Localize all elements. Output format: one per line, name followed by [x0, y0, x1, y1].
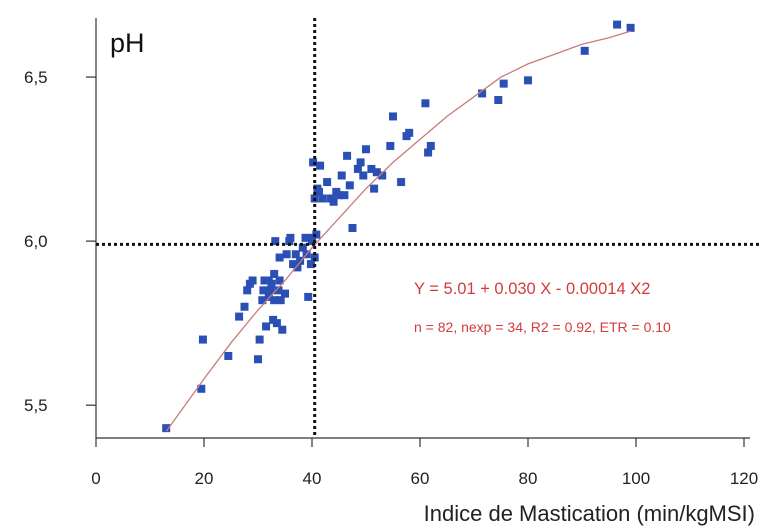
data-point	[318, 194, 327, 203]
data-point	[310, 253, 319, 262]
data-point	[254, 355, 262, 364]
data-point	[260, 276, 269, 285]
x-tick-label: 100	[622, 469, 650, 488]
data-point	[626, 23, 635, 32]
data-point	[197, 384, 206, 393]
x-tick-label: 120	[730, 469, 758, 488]
data-point	[272, 319, 281, 328]
data-point	[499, 79, 508, 88]
data-point	[258, 296, 267, 305]
data-point	[353, 164, 362, 173]
x-tick-marks	[95, 438, 745, 447]
x-tick-labels: 0 20 40 60 80 100 120	[91, 469, 758, 488]
x-tick-label: 80	[519, 469, 538, 488]
data-point	[345, 181, 354, 190]
data-point	[270, 296, 279, 305]
data-point	[348, 224, 357, 232]
data-point	[275, 276, 284, 285]
x-tick-label: 40	[303, 469, 322, 488]
data-point	[340, 191, 349, 200]
data-point	[312, 230, 321, 239]
data-point	[235, 312, 244, 321]
y-tick-label: 6,0	[24, 232, 48, 251]
data-point	[316, 161, 325, 170]
x-axis-title: Indice de Mastication (min/kgMSI)	[424, 501, 755, 526]
data-point	[405, 128, 414, 137]
data-point	[262, 322, 271, 331]
data-point	[298, 243, 307, 252]
data-point	[386, 141, 395, 150]
data-point	[308, 233, 316, 242]
data-point	[359, 171, 368, 180]
data-point	[421, 99, 430, 108]
data-point	[243, 286, 252, 295]
data-point	[335, 191, 343, 200]
data-point	[389, 112, 397, 121]
data-point	[240, 302, 249, 311]
data-point	[309, 158, 318, 167]
data-point	[278, 325, 287, 334]
y-tick-label: 5,5	[24, 396, 48, 415]
data-point	[162, 424, 171, 433]
x-tick-label: 60	[411, 469, 430, 488]
data-point	[323, 178, 332, 187]
x-tick-label: 0	[91, 469, 100, 488]
data-point	[301, 233, 310, 242]
data-point	[274, 286, 283, 295]
data-point	[524, 76, 532, 85]
data-point	[343, 151, 352, 160]
data-point	[426, 141, 435, 150]
data-point	[337, 171, 346, 180]
data-point	[356, 158, 365, 167]
equation-annotation: Y = 5.01 + 0.030 X - 0.00014 X2	[414, 280, 650, 298]
data-point	[289, 260, 298, 269]
data-point	[264, 292, 273, 301]
y-tick-labels: 5,5 6,0 6,5	[24, 68, 48, 415]
data-point	[372, 168, 381, 177]
data-point	[613, 20, 622, 29]
data-point	[378, 171, 387, 180]
data-point	[362, 145, 370, 154]
data-point	[367, 164, 376, 173]
data-point	[281, 289, 289, 298]
y-tick-marks	[86, 76, 96, 406]
data-point	[478, 89, 487, 98]
data-point	[315, 187, 324, 196]
data-point	[255, 335, 264, 344]
data-point	[329, 197, 338, 206]
data-point	[198, 335, 207, 344]
data-point	[397, 178, 406, 187]
data-point	[293, 263, 302, 272]
fit-curve	[165, 30, 631, 432]
data-point	[271, 237, 280, 246]
data-point	[306, 260, 315, 269]
stats-annotation: n = 82, nexp = 34, R2 = 0.92, ETR = 0.10	[414, 319, 671, 335]
y-tick-label: 6,5	[24, 68, 48, 87]
data-point	[275, 253, 284, 262]
data-point	[304, 292, 313, 301]
data-point	[580, 46, 589, 55]
data-point	[291, 250, 300, 259]
data-point	[370, 184, 379, 193]
data-points	[162, 20, 635, 433]
data-point	[267, 279, 276, 288]
data-point	[266, 286, 275, 295]
data-point	[424, 148, 433, 157]
data-point	[224, 351, 233, 360]
data-point	[276, 296, 285, 305]
data-point	[270, 269, 279, 278]
x-tick-label: 20	[195, 469, 214, 488]
chart-title: pH	[110, 28, 145, 58]
data-point	[286, 233, 295, 242]
data-point	[248, 276, 257, 285]
data-point	[259, 286, 268, 295]
data-point	[282, 250, 291, 259]
data-point	[494, 96, 503, 105]
data-point	[296, 256, 305, 265]
